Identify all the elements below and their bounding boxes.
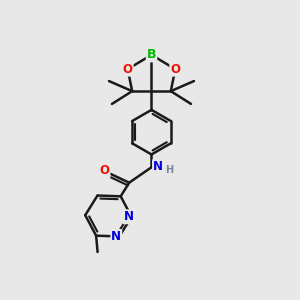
Text: O: O <box>100 164 110 177</box>
Text: B: B <box>147 48 156 62</box>
Text: H: H <box>165 165 173 175</box>
Text: N: N <box>111 230 121 243</box>
Text: N: N <box>124 210 134 223</box>
Text: N: N <box>153 160 163 173</box>
Text: O: O <box>123 63 133 76</box>
Text: O: O <box>170 63 180 76</box>
